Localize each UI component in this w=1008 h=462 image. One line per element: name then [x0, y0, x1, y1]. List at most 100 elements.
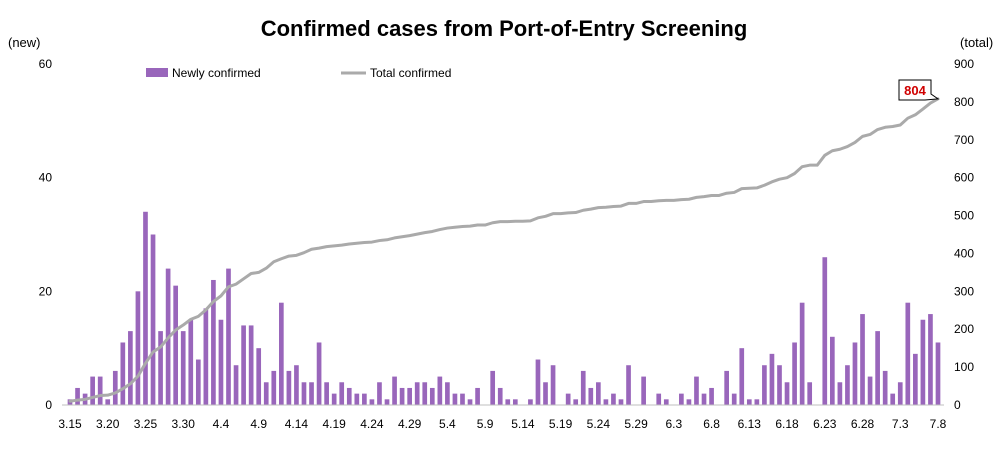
bar-newly-confirmed: [180, 331, 186, 405]
bar-newly-confirmed: [792, 342, 797, 405]
bar-newly-confirmed: [829, 336, 835, 405]
bar-newly-confirmed: [920, 319, 926, 405]
bar-newly-confirmed: [769, 353, 775, 405]
x-tick-label: 6.23: [813, 417, 837, 431]
bar-newly-confirmed: [150, 234, 156, 405]
bar-newly-confirmed: [211, 279, 216, 405]
bar-newly-confirmed: [777, 365, 782, 405]
legend-label-total-confirmed: Total confirmed: [370, 66, 451, 80]
bar-newly-confirmed: [369, 399, 375, 405]
bar-newly-confirmed: [731, 393, 737, 405]
bar-newly-confirmed: [271, 370, 277, 405]
callout-box: [898, 79, 940, 101]
line-total-confirmed: [68, 97, 940, 403]
bar-newly-confirmed: [346, 387, 352, 405]
bar-newly-confirmed: [203, 308, 209, 405]
bar-newly-confirmed: [362, 393, 367, 405]
bar-newly-confirmed: [528, 399, 533, 405]
bar-newly-confirmed: [407, 387, 412, 405]
bar-newly-confirmed: [429, 387, 435, 405]
bar-newly-confirmed: [663, 399, 669, 405]
bar-newly-confirmed: [226, 268, 231, 405]
y-left-tick-label: 60: [39, 57, 53, 71]
bar-newly-confirmed: [845, 365, 850, 405]
bar-newly-confirmed: [490, 370, 496, 405]
x-tick-label: 6.28: [851, 417, 875, 431]
bar-newly-confirmed: [890, 393, 896, 405]
bar-newly-confirmed: [656, 393, 662, 405]
bar-newly-confirmed: [641, 376, 646, 405]
bar-newly-confirmed: [905, 302, 911, 405]
bar-newly-confirmed: [384, 399, 390, 405]
bar-newly-confirmed: [475, 387, 480, 405]
bar-newly-confirmed: [331, 393, 337, 405]
bar-newly-confirmed: [512, 399, 518, 405]
bar-newly-confirmed: [543, 382, 548, 405]
y-right-tick-label: 500: [954, 209, 974, 223]
plot-area: [67, 97, 941, 405]
bar-newly-confirmed: [686, 399, 692, 405]
bar-newly-confirmed: [550, 365, 556, 405]
x-tick-label: 3.25: [134, 417, 158, 431]
bar-newly-confirmed: [746, 399, 752, 405]
callout-label: 804: [904, 83, 926, 98]
bar-newly-confirmed: [173, 285, 179, 405]
y-left-tick-label: 0: [45, 398, 52, 412]
chart-title: Confirmed cases from Port-of-Entry Scree…: [261, 16, 748, 41]
x-tick-label: 4.19: [322, 417, 346, 431]
bar-newly-confirmed: [437, 376, 443, 405]
x-tick-label: 3.15: [58, 417, 82, 431]
bar-newly-confirmed: [112, 370, 118, 405]
bar-newly-confirmed: [762, 365, 767, 405]
y-right-tick-label: 200: [954, 322, 974, 336]
bar-newly-confirmed: [377, 382, 382, 405]
bar-newly-confirmed: [739, 348, 745, 405]
bar-newly-confirmed: [822, 257, 828, 405]
bar-newly-confirmed: [611, 393, 616, 405]
x-tick-label: 7.3: [892, 417, 909, 431]
x-tick-label: 7.8: [930, 417, 947, 431]
bar-newly-confirmed: [852, 342, 858, 405]
bar-newly-confirmed: [784, 382, 790, 405]
x-tick-label: 5.14: [511, 417, 535, 431]
bar-newly-confirmed: [188, 319, 194, 405]
bar-newly-confirmed: [248, 325, 254, 405]
bar-newly-confirmed: [143, 211, 148, 405]
bar-newly-confirmed: [339, 382, 345, 405]
bar-newly-confirmed: [158, 331, 163, 405]
bar-newly-confirmed: [105, 399, 111, 405]
legend-label-newly-confirmed: Newly confirmed: [172, 66, 261, 80]
x-tick-label: 5.29: [624, 417, 648, 431]
bar-newly-confirmed: [626, 365, 631, 405]
bar-newly-confirmed: [701, 393, 707, 405]
y-right-tick-label: 700: [954, 133, 974, 147]
bar-newly-confirmed: [263, 382, 269, 405]
bar-newly-confirmed: [935, 342, 941, 405]
bar-newly-confirmed: [467, 399, 473, 405]
bar-newly-confirmed: [618, 399, 624, 405]
y-right-tick-label: 900: [954, 57, 974, 71]
y-right-tick-label: 600: [954, 171, 974, 185]
right-axis-unit: (total): [960, 35, 993, 50]
bar-newly-confirmed: [316, 342, 322, 405]
bar-newly-confirmed: [422, 382, 428, 405]
y-right-tick-label: 400: [954, 246, 974, 260]
x-tick-label: 6.18: [775, 417, 799, 431]
x-tick-label: 5.19: [549, 417, 573, 431]
bar-newly-confirmed: [309, 382, 314, 405]
bar-newly-confirmed: [913, 353, 918, 405]
bar-newly-confirmed: [135, 291, 141, 405]
bar-newly-confirmed: [860, 314, 865, 405]
bar-newly-confirmed: [354, 393, 360, 405]
bar-newly-confirmed: [505, 399, 511, 405]
bar-newly-confirmed: [497, 387, 503, 405]
x-tick-label: 5.4: [439, 417, 456, 431]
bar-newly-confirmed: [928, 314, 933, 405]
x-tick-label: 4.14: [285, 417, 309, 431]
bar-newly-confirmed: [218, 319, 224, 405]
bar-newly-confirmed: [709, 387, 714, 405]
x-tick-label: 4.29: [398, 417, 422, 431]
bar-newly-confirmed: [867, 376, 873, 405]
x-tick-label: 3.30: [172, 417, 196, 431]
bar-newly-confirmed: [233, 365, 239, 405]
